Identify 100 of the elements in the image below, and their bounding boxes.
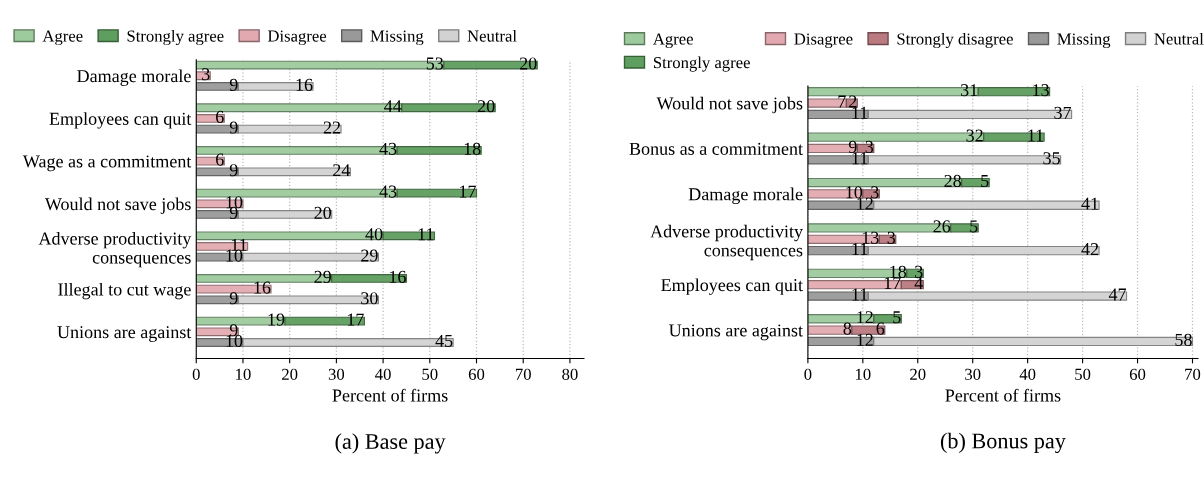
data-label: 22 [323, 121, 341, 134]
data-label: 11 [852, 288, 868, 301]
bar [961, 177, 990, 188]
y-tick-label: Employees can quit [49, 112, 192, 129]
data-label: 53 [426, 57, 444, 70]
legend-label: Neutral [467, 29, 517, 42]
data-label: 45 [435, 334, 453, 348]
data-label: 3 [915, 265, 923, 278]
data-label: 11 [1028, 129, 1044, 142]
data-label: 7 [838, 95, 846, 108]
data-label: 18 [890, 265, 907, 278]
data-label: 3 [202, 68, 210, 81]
data-label: 26 [933, 220, 951, 233]
data-label: 9 [229, 121, 238, 134]
x-axis-title: Percent of firms [332, 388, 448, 402]
data-label: 5 [970, 220, 978, 233]
data-label: 12 [857, 197, 873, 210]
data-label: 16 [296, 78, 313, 91]
data-label: 11 [852, 243, 868, 255]
data-label: 29 [361, 249, 378, 262]
data-label: 20 [314, 206, 332, 219]
data-label: 30 [361, 292, 378, 305]
legend-label: Strongly disagree [897, 32, 1013, 49]
legend-label: Disagree [267, 30, 327, 46]
y-tick-label: Employees can quit [661, 278, 803, 295]
legend-label: Agree [653, 33, 693, 49]
data-label: 11 [231, 238, 247, 251]
text: (b) Bonus pay [940, 432, 1066, 454]
x-tick-label: 0 [804, 368, 812, 380]
x-tick-label: 50 [1075, 368, 1091, 380]
data-label: 28 [944, 174, 962, 188]
data-label: 9 [848, 140, 857, 153]
data-label: 16 [389, 270, 406, 283]
data-label: 17 [460, 185, 476, 198]
legend-label: Disagree [794, 33, 853, 49]
x-tick-label: 30 [328, 368, 345, 380]
legend-label: Missing [370, 30, 424, 46]
legend-label: Agree [42, 30, 83, 46]
data-label: 6 [216, 110, 224, 123]
y-tick-label: Would not save jobs [44, 197, 191, 214]
data-label: 16 [254, 281, 271, 294]
data-label: 47 [1108, 288, 1127, 301]
data-label: 41 [1081, 197, 1098, 210]
data-label: 5 [893, 311, 901, 324]
x-tick-label: 10 [236, 368, 251, 380]
data-label: 44 [384, 100, 402, 113]
data-label: 12 [857, 333, 873, 346]
data-label: 17 [884, 277, 901, 290]
data-label: 10 [226, 249, 243, 262]
data-label: 3 [871, 186, 879, 199]
x-tick-label: 50 [422, 368, 438, 380]
y-tick-label: Illegal to cut wage [58, 282, 191, 300]
data-label: 58 [1175, 333, 1192, 346]
data-label: 2 [849, 95, 857, 108]
y-tick-label: Damage morale [688, 187, 803, 205]
data-label: 17 [347, 313, 364, 326]
legend-label: Neutral [1154, 32, 1204, 45]
x-tick-label: 80 [562, 368, 578, 380]
y-tick-label: Bonus as a commitment [629, 142, 803, 155]
data-label: 24 [333, 164, 351, 177]
x-tick-label: 70 [1185, 368, 1201, 380]
data-label: 12 [857, 311, 873, 324]
y-tick-label: Wage as a commitment [22, 155, 192, 172]
data-label: 5 [981, 175, 989, 188]
y-tick-label: Unions are against [57, 326, 192, 342]
data-label: 3 [887, 231, 896, 244]
x-tick-label: 60 [468, 368, 485, 380]
x-tick-label: 70 [515, 368, 531, 380]
y-tick-label: Damage morale [77, 69, 191, 86]
x-tick-label: 40 [1019, 368, 1036, 380]
x-tick-label: 10 [855, 368, 871, 380]
data-label: 6 [216, 153, 224, 166]
x-tick-label: 20 [910, 368, 926, 380]
data-label: 31 [961, 84, 978, 97]
data-label: 8 [843, 322, 852, 335]
y-tick-label: Would not save jobs [656, 96, 803, 114]
data-label: 9 [229, 78, 238, 91]
data-label: 40 [365, 228, 383, 241]
data-label: 11 [852, 106, 868, 119]
data-label: 19 [268, 313, 285, 326]
data-label: 18 [464, 142, 481, 155]
data-label: 9 [229, 292, 238, 305]
data-label: 20 [477, 100, 495, 113]
data-label: 6 [876, 322, 885, 335]
x-tick-label: 60 [1129, 368, 1146, 380]
data-label: 13 [862, 231, 879, 244]
y-tick-label: Adverse productivity consequences [650, 224, 803, 261]
data-label: 29 [314, 270, 331, 283]
data-label: 43 [379, 185, 397, 198]
data-label: 37 [1054, 106, 1072, 119]
data-label: 4 [914, 277, 923, 290]
data-label: 42 [1081, 243, 1099, 255]
x-tick-label: 20 [282, 368, 298, 380]
data-label: 13 [1033, 84, 1049, 97]
y-tick-label: Unions are against [669, 324, 803, 341]
data-label: 9 [229, 164, 238, 177]
x-tick-label: 40 [375, 368, 391, 380]
data-label: 10 [846, 186, 863, 199]
legend-label: Strongly agree [653, 56, 750, 72]
data-label: 43 [379, 142, 397, 155]
